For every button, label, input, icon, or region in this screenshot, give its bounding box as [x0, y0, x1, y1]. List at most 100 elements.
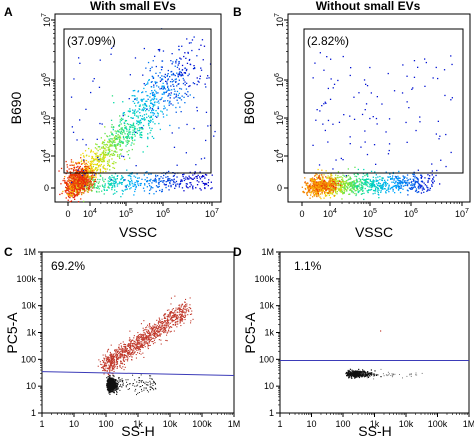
panel-a-point — [148, 124, 150, 127]
panel-a-point — [174, 173, 176, 175]
panel-c-point — [169, 331, 171, 333]
panel-a-point — [134, 128, 136, 130]
panel-a-point — [76, 171, 78, 173]
panel-a-point — [137, 180, 139, 182]
panel-c-point — [153, 323, 155, 325]
panel-b-point — [413, 184, 415, 186]
panel-a-point — [121, 131, 123, 134]
panel-a-point — [194, 67, 196, 70]
panel-b-point — [385, 181, 387, 184]
panel-b-point — [317, 183, 319, 185]
panel-b-point — [427, 180, 429, 182]
panel-b-point — [339, 180, 341, 183]
panel-a-point — [169, 181, 171, 184]
panel-b-point — [416, 177, 418, 179]
panel-b-point — [413, 179, 415, 181]
panel-c-point — [119, 357, 121, 359]
panel-a-point — [94, 173, 96, 175]
panel-c-point — [179, 308, 181, 310]
panel-c-point — [111, 359, 113, 361]
panel-a-point — [154, 101, 156, 103]
panel-b-point — [371, 185, 373, 187]
panel-c-point — [159, 335, 161, 337]
panel-a-point — [113, 126, 115, 128]
panel-a-point — [72, 164, 74, 166]
panel-c-point — [121, 348, 123, 350]
panel-b-point — [402, 175, 404, 177]
panel-a-point — [182, 82, 185, 85]
panel-a-point — [92, 169, 94, 171]
panel-b-point — [375, 179, 377, 181]
panel-a-point — [165, 176, 167, 178]
panel-a-point — [117, 144, 119, 146]
panel-c-point — [176, 314, 178, 316]
panel-a-point — [93, 174, 96, 176]
panel-a-point — [78, 166, 80, 169]
panel-c-point — [174, 319, 176, 321]
panel-a-point — [149, 100, 152, 102]
panel-a-point — [106, 154, 108, 156]
panel-b-point — [399, 191, 402, 194]
panel-a-point — [124, 127, 126, 129]
panel-c-point — [180, 315, 182, 317]
panel-b-point — [305, 182, 307, 185]
panel-b-point — [397, 179, 399, 181]
panel-a-point — [108, 146, 110, 148]
panel-b-point — [413, 60, 416, 62]
panel-a-point — [64, 182, 66, 184]
panel-b-point — [450, 99, 452, 101]
panel-b-point — [335, 185, 337, 187]
panel-a-point — [96, 148, 98, 150]
panel-b-point — [321, 176, 323, 178]
panel-a-point — [79, 171, 81, 173]
panel-c-points — [97, 295, 194, 396]
panel-b-point — [342, 159, 344, 161]
panel-a-point — [89, 170, 92, 172]
panel-b-point — [327, 183, 329, 185]
panel-b-point — [373, 180, 375, 182]
panel-a-point — [129, 182, 131, 184]
panel-c-point — [113, 370, 115, 372]
panel-a-point — [104, 154, 107, 156]
panel-a-point — [91, 167, 93, 169]
panel-a-point — [95, 164, 97, 166]
panel-a-point — [204, 187, 206, 189]
panel-b-point — [326, 56, 328, 58]
panel-a-point — [63, 178, 65, 180]
panel-b-point — [332, 186, 334, 188]
panel-c-point — [152, 338, 154, 340]
panel-a-point — [85, 167, 87, 170]
panel-c-point — [190, 322, 192, 324]
panel-b-point — [327, 186, 330, 188]
panel-c-point — [110, 354, 112, 356]
panel-a-point — [95, 158, 97, 160]
panel-a-point — [88, 178, 90, 180]
panel-a-point — [113, 182, 115, 184]
panel-a-point — [117, 136, 119, 139]
panel-c-point — [126, 356, 128, 358]
panel-b-point — [392, 175, 394, 177]
panel-a-point — [92, 166, 94, 168]
panel-a-point — [84, 169, 86, 171]
panel-a-point — [87, 173, 89, 176]
panel-a-point — [127, 115, 130, 117]
panel-a-point — [84, 163, 86, 166]
panel-c-point — [124, 346, 126, 348]
panel-b-point — [324, 194, 327, 196]
panel-c-point — [143, 320, 145, 322]
panel-a-point — [80, 174, 82, 176]
panel-a-point — [109, 178, 111, 180]
panel-a-point — [199, 187, 201, 190]
panel-a-point — [71, 186, 73, 188]
panel-c-point — [123, 346, 125, 348]
panel-a-point — [165, 173, 167, 175]
panel-c-point — [129, 347, 131, 349]
panel-c-point — [186, 305, 188, 307]
panel-a-point — [156, 186, 159, 188]
panel-a-point — [107, 141, 109, 143]
panel-a-point — [68, 176, 70, 179]
panel-c-point — [141, 346, 143, 348]
panel-b-point — [346, 176, 348, 178]
panel-b-point — [327, 175, 329, 177]
